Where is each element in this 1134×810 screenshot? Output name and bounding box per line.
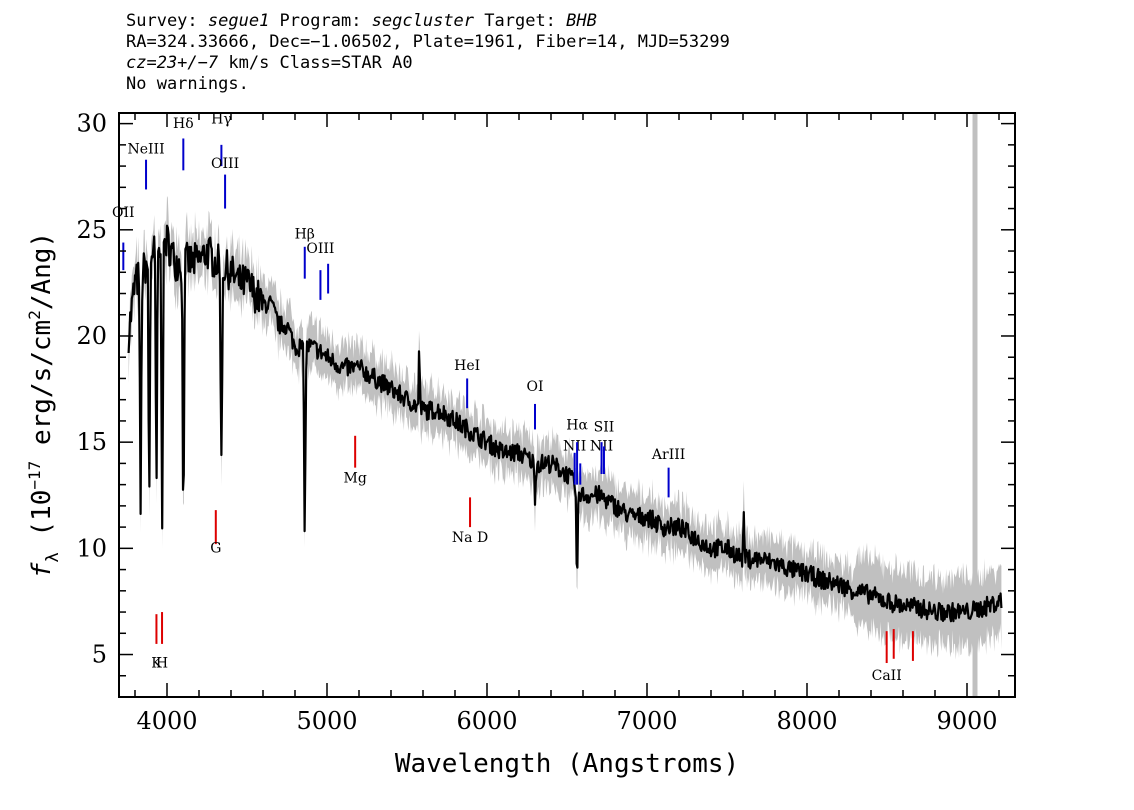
x-tick-label: 4000: [136, 707, 197, 735]
line-marker-label: OI: [526, 379, 543, 395]
axis-tick-layer: 4000 5000 6000 7000 8000 9000 5 10 15 20 25 30: [76, 110, 1015, 735]
target-name: BHB: [566, 11, 597, 31]
program-name: segcluster: [371, 11, 475, 31]
x-tick-label: 6000: [456, 707, 517, 735]
x-tick-label: 5000: [296, 707, 357, 735]
program-label: Program:: [269, 11, 372, 31]
y-tick-label: 20: [76, 322, 107, 350]
line-marker-label: OIII: [306, 241, 334, 257]
target-label: Target:: [474, 11, 567, 31]
line-marker-label: CaII: [872, 668, 902, 684]
line-marker-label: H: [156, 655, 168, 671]
line-marker-label: HeI: [454, 358, 480, 374]
sky-band-layer: [972, 114, 978, 696]
line-marker-label: NII: [590, 439, 613, 455]
line-marker-label: Hα: [566, 417, 588, 433]
y-tick-label: 10: [76, 534, 107, 562]
line-marker-label: OII: [112, 205, 135, 221]
line-marker-label: NeIII: [127, 141, 164, 157]
line-marker-label: SII: [594, 420, 615, 436]
line-marker-label: Hβ: [295, 226, 315, 242]
line-marker-label: Hγ: [211, 112, 232, 128]
line-marker-label: NII: [563, 439, 586, 455]
line-marker-label: ArIII: [651, 447, 685, 463]
line-marker-label: K: [151, 655, 162, 671]
plot-frame: [118, 112, 1016, 698]
line-marker-label: OIII: [211, 156, 239, 172]
x-axis-label: Wavelength (Angstroms): [395, 749, 739, 779]
class-info: km/s Class=STAR A0: [218, 53, 413, 73]
sky-band: [972, 114, 978, 696]
error-band: [128, 196, 1002, 660]
y-tick-label: 30: [76, 110, 107, 138]
x-tick-label: 7000: [616, 707, 677, 735]
survey-label: Survey:: [126, 11, 208, 31]
spectrum-header: Survey: segue1 Program: segcluster Targe…: [126, 11, 730, 95]
line-marker-label: Na D: [452, 530, 488, 546]
header-line-4: No warnings.: [126, 74, 249, 94]
x-tick-label: 8000: [776, 707, 837, 735]
flux-layer: [127, 224, 1003, 623]
y-axis-label: fλ (10−17 erg/s/cm2/Ang): [25, 232, 63, 578]
y-tick-label: 15: [76, 428, 107, 456]
survey-name: segue1: [207, 11, 270, 31]
error-band-layer: [128, 196, 1002, 660]
y-tick-label: 25: [76, 216, 107, 244]
header-line-3: cz=23+/−7 km/s Class=STAR A0: [126, 53, 730, 74]
line-marker-label: G: [210, 541, 221, 557]
y-tick-label: 5: [92, 641, 107, 669]
flux-series-line: [127, 224, 1003, 623]
line-marker-label: Mg: [344, 471, 367, 487]
header-line-1: Survey: segue1 Program: segcluster Targe…: [126, 11, 730, 32]
header-line-2: RA=324.33666, Dec=−1.06502, Plate=1961, …: [126, 32, 730, 52]
x-tick-label: 9000: [936, 707, 997, 735]
line-marker-label: Hδ: [173, 116, 194, 132]
redshift-value: cz=23+/−7: [126, 53, 219, 73]
